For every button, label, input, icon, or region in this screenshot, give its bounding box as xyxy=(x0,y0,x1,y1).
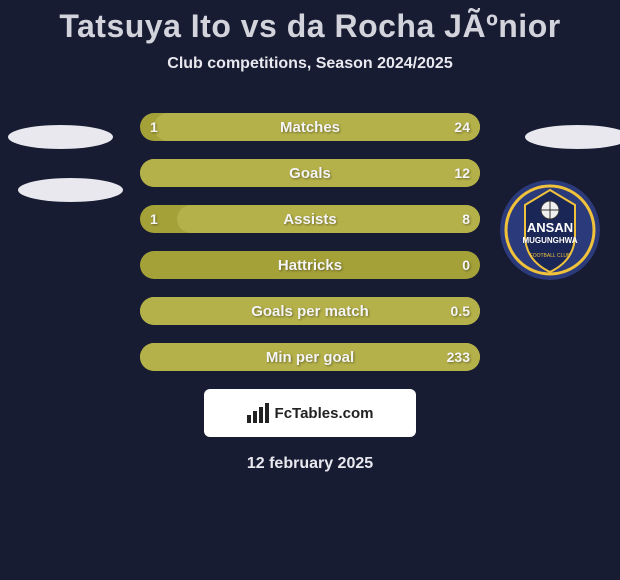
stat-right-value: 12 xyxy=(454,159,470,187)
comparison-infographic: Tatsuya Ito vs da Rocha JÃºnior Club com… xyxy=(0,0,620,580)
stat-label: Min per goal xyxy=(140,343,480,371)
stat-label: Matches xyxy=(140,113,480,141)
stat-row: Min per goal233 xyxy=(140,343,480,371)
stat-row: 1Assists8 xyxy=(140,205,480,233)
player-right-avatar-oval xyxy=(525,125,620,149)
club-badge: ANSAN MUGUNGHWA FOOTBALL CLUB xyxy=(500,180,600,280)
stat-row: Goals per match0.5 xyxy=(140,297,480,325)
stat-row: Goals12 xyxy=(140,159,480,187)
page-subtitle: Club competitions, Season 2024/2025 xyxy=(0,55,620,73)
stat-right-value: 8 xyxy=(462,205,470,233)
stat-label: Goals xyxy=(140,159,480,187)
infographic-date: 12 february 2025 xyxy=(0,455,620,473)
fctables-watermark: FcTables.com xyxy=(204,389,416,437)
player-left-avatar-oval-2 xyxy=(18,178,123,202)
stat-label: Goals per match xyxy=(140,297,480,325)
player-left-avatar-oval-1 xyxy=(8,125,113,149)
stat-label: Hattricks xyxy=(140,251,480,279)
stat-right-value: 0 xyxy=(462,251,470,279)
fctables-icon xyxy=(247,403,269,423)
stat-right-value: 24 xyxy=(454,113,470,141)
stat-right-value: 0.5 xyxy=(451,297,470,325)
stat-row: Hattricks0 xyxy=(140,251,480,279)
badge-text-line2: MUGUNGHWA xyxy=(522,236,577,245)
stat-right-value: 233 xyxy=(447,343,470,371)
stat-label: Assists xyxy=(140,205,480,233)
badge-text-line3: FOOTBALL CLUB xyxy=(530,253,571,259)
badge-text-line1: ANSAN xyxy=(527,220,573,235)
page-title: Tatsuya Ito vs da Rocha JÃºnior xyxy=(0,0,620,45)
stat-row: 1Matches24 xyxy=(140,113,480,141)
club-badge-svg: ANSAN MUGUNGHWA FOOTBALL CLUB xyxy=(500,180,600,280)
fctables-label: FcTables.com xyxy=(275,405,374,422)
